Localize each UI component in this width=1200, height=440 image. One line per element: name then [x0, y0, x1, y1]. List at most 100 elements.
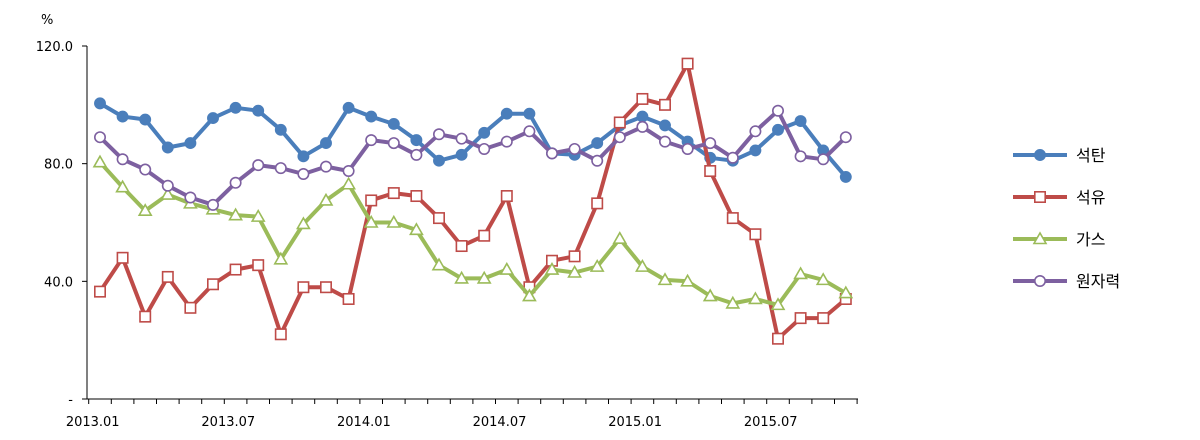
data-point [274, 123, 287, 136]
data-point [793, 266, 808, 280]
data-point [341, 176, 356, 190]
data-point [500, 190, 513, 203]
data-point [636, 110, 649, 123]
data-point [704, 137, 717, 150]
data-point [342, 165, 355, 178]
series-line [98, 61, 848, 341]
series-line [98, 108, 848, 207]
data-point [387, 118, 400, 130]
data-point [431, 257, 447, 271]
data-point [297, 150, 310, 163]
axes [82, 45, 858, 404]
data-point [478, 142, 491, 155]
data-point [252, 259, 265, 272]
data-point [410, 134, 423, 147]
data-point [184, 191, 197, 204]
data-point [838, 285, 854, 299]
data-point [455, 148, 468, 161]
data-point [478, 229, 491, 242]
data-point [681, 57, 694, 70]
data-point [115, 179, 130, 193]
data-point [500, 135, 513, 148]
x-tick-labels: 2013.01 2013.07 2014.01 2014.07 2015.01 2015.… [66, 415, 798, 430]
data-point [591, 154, 604, 167]
data-point [94, 97, 106, 110]
data-point [500, 107, 513, 120]
data-point [657, 272, 673, 286]
data-point [499, 261, 515, 275]
data-point [387, 137, 400, 150]
y-tick-label: 80.0 [44, 158, 73, 173]
legend-item: 석유 [1013, 188, 1105, 207]
legend-label: 석탄 [1076, 146, 1106, 165]
data-point [658, 98, 671, 111]
data-point [433, 154, 445, 167]
series-layer [92, 57, 854, 345]
legend-label: 가스 [1076, 230, 1105, 249]
data-point [387, 187, 400, 200]
data-point [207, 198, 220, 211]
data-point [1032, 231, 1048, 245]
data-point [365, 194, 378, 207]
data-point [702, 288, 718, 302]
data-point [476, 270, 492, 284]
data-point [749, 228, 762, 241]
data-point [658, 135, 671, 148]
data-point [297, 281, 310, 294]
x-tick-label: 2013.07 [201, 415, 255, 430]
data-point [523, 125, 536, 138]
series-2 [94, 57, 852, 345]
data-point [320, 137, 332, 150]
data-point [659, 119, 671, 132]
data-point [318, 192, 334, 206]
data-point [297, 167, 310, 180]
data-point [296, 216, 311, 230]
data-point [478, 126, 491, 139]
data-point [365, 134, 378, 147]
data-point [252, 159, 265, 172]
data-point [363, 214, 379, 228]
data-point [342, 101, 355, 114]
data-point [725, 295, 741, 309]
legend-label: 원자력 [1076, 272, 1120, 291]
data-point [1034, 149, 1046, 161]
data-point [94, 131, 107, 144]
data-point [794, 115, 807, 127]
y-tick-labels: - 40.0 80.0 120.0 [36, 40, 74, 408]
data-point [432, 212, 445, 225]
data-point [612, 231, 628, 244]
data-point [229, 176, 242, 189]
data-point [184, 137, 197, 150]
data-point [749, 125, 762, 138]
data-point [681, 142, 694, 155]
data-point [817, 153, 830, 166]
data-point [704, 165, 717, 178]
data-point [636, 120, 649, 133]
data-point [680, 273, 695, 287]
legend-item: 원자력 [1013, 272, 1120, 291]
data-point [207, 278, 220, 291]
series-3 [92, 154, 854, 311]
data-point [771, 332, 784, 345]
data-point [116, 110, 129, 123]
data-point [455, 240, 468, 253]
data-point [161, 141, 174, 154]
data-point [92, 154, 108, 168]
data-point [139, 113, 152, 126]
data-point [319, 281, 332, 294]
data-point [410, 190, 423, 203]
data-point [568, 142, 581, 155]
data-point [273, 251, 289, 265]
data-point [817, 312, 830, 325]
data-point [545, 147, 558, 160]
legend-label: 석유 [1076, 188, 1105, 207]
x-tick-label: 2015.01 [608, 415, 662, 430]
data-point [409, 222, 424, 236]
data-point [410, 148, 423, 161]
data-point [636, 92, 649, 105]
data-point [386, 214, 402, 228]
data-point [613, 116, 626, 129]
data-point [591, 137, 604, 150]
